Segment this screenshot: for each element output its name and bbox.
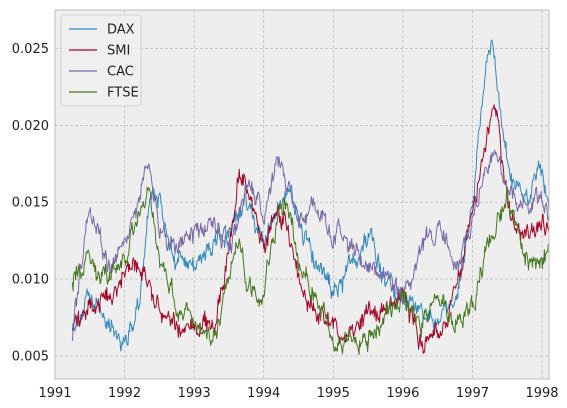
legend-label-dax: DAX [107, 23, 135, 38]
x-tick-label: 1997 [456, 386, 489, 401]
legend-label-cac: CAC [107, 65, 134, 80]
x-tick-label: 1995 [317, 386, 350, 401]
legend-box [60, 14, 142, 107]
x-axis-ticks: 1991 1992 1993 1994 1995 1996 1997 1998 [38, 386, 558, 401]
series-line-ftse [71, 186, 550, 355]
series-lines [71, 39, 550, 355]
x-tick-label: 1996 [386, 386, 419, 401]
series-line-cac [71, 149, 550, 341]
x-tick-label: 1993 [178, 386, 211, 401]
legend-label-smi: SMI [107, 44, 130, 59]
x-tick-label: 1998 [525, 386, 558, 401]
y-tick-label: 0.005 [12, 349, 49, 364]
y-tick-label: 0.015 [12, 196, 49, 211]
legend-label-ftse: FTSE [107, 86, 139, 101]
y-tick-label: 0.010 [12, 273, 49, 288]
legend: DAX SMI CAC FTSE [60, 14, 142, 107]
y-tick-label: 0.020 [12, 119, 49, 134]
x-tick-label: 1994 [247, 386, 280, 401]
x-tick-label: 1991 [38, 386, 71, 401]
x-tick-label: 1992 [108, 386, 141, 401]
plot-frame [54, 9, 550, 380]
y-tick-label: 0.025 [12, 42, 49, 57]
y-axis-ticks: 0.005 0.010 0.015 0.020 0.025 [12, 42, 49, 365]
